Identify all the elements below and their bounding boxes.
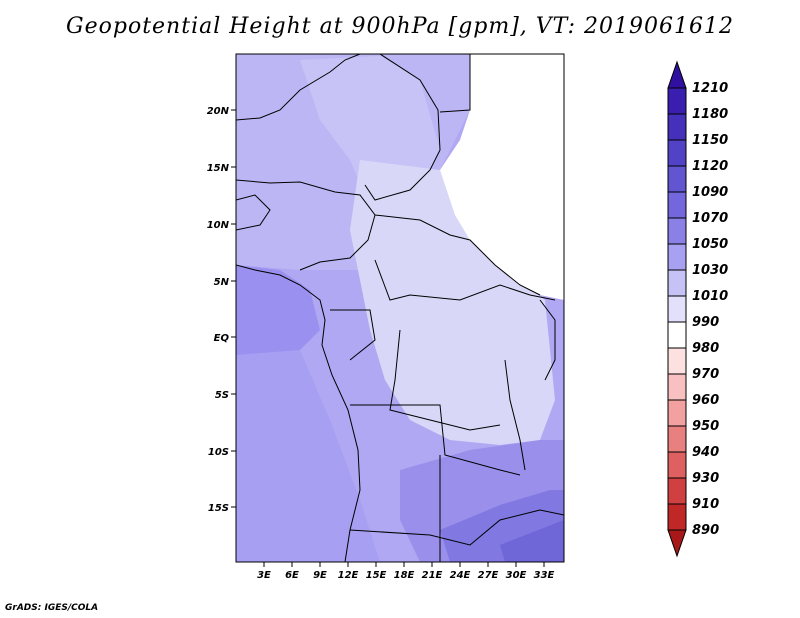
lon-label-33e: 33E — [534, 570, 555, 581]
lon-label-18e: 18E — [394, 570, 415, 581]
colorbar-segment — [667, 217, 687, 245]
lon-axis — [263, 562, 545, 567]
colorbar-segment — [667, 295, 687, 323]
lon-label-30e: 30E — [506, 570, 527, 581]
lat-label-10s: 10S — [208, 447, 229, 458]
height-field — [236, 54, 564, 562]
lon-label-12e: 12E — [338, 570, 359, 581]
coastlines-borders — [236, 54, 564, 562]
colorbar-segment — [667, 113, 687, 141]
colorbar-label: 990 — [692, 315, 719, 330]
colorbar-label: 1070 — [692, 211, 728, 226]
colorbar-label: 1050 — [692, 237, 728, 252]
colorbar-segment — [667, 243, 687, 271]
lon-label-27e: 27E — [478, 570, 499, 581]
colorbar-segment — [667, 399, 687, 427]
colorbar-segment — [667, 451, 687, 479]
colorbar-label: 1010 — [692, 289, 728, 304]
lon-label-24e: 24E — [450, 570, 471, 581]
colorbar-label: 980 — [692, 341, 719, 356]
grads-credit: GrADS: IGES/COLA — [5, 603, 99, 613]
colorbar-segment — [667, 191, 687, 219]
colorbar-label: 970 — [692, 367, 719, 382]
lon-label-9e: 9E — [313, 570, 327, 581]
colorbar-segment — [667, 425, 687, 453]
colorbar-segment — [667, 269, 687, 297]
lon-label-6e: 6E — [285, 570, 299, 581]
colorbar-segment — [667, 373, 687, 401]
colorbar — [667, 60, 687, 558]
colorbar-segment — [667, 165, 687, 193]
lat-axis — [231, 109, 236, 508]
lat-label-15s: 15S — [208, 503, 229, 514]
lon-label-3e: 3E — [257, 570, 271, 581]
colorbar-segment — [667, 139, 687, 167]
lat-label-5n: 5N — [214, 277, 230, 288]
colorbar-segment — [667, 87, 687, 115]
map-title: Geopotential Height at 900hPa [gpm], VT:… — [66, 14, 734, 39]
lat-label-10n: 10N — [207, 220, 230, 231]
colorbar-label: 960 — [692, 393, 719, 408]
lat-label-15n: 15N — [207, 163, 230, 174]
colorbar-segment — [667, 60, 687, 89]
colorbar-segment — [667, 529, 687, 558]
lat-label-eq: EQ — [214, 333, 230, 344]
lat-label-20n: 20N — [207, 106, 230, 117]
colorbar-label: 1210 — [692, 81, 728, 96]
map-frame — [235, 53, 565, 563]
colorbar-segment — [667, 477, 687, 505]
colorbar-label: 1180 — [692, 107, 728, 122]
colorbar-label: 890 — [692, 523, 719, 538]
lon-label-15e: 15E — [366, 570, 387, 581]
colorbar-labels: 1210 1180 1150 1120 1090 1070 1050 1030 … — [692, 81, 728, 538]
colorbar-label: 1150 — [692, 133, 728, 148]
colorbar-label: 950 — [692, 419, 719, 434]
colorbar-label: 940 — [692, 445, 719, 460]
lon-label-21e: 21E — [422, 570, 443, 581]
colorbar-label: 1090 — [692, 185, 728, 200]
colorbar-label: 1120 — [692, 159, 728, 174]
lat-label-5s: 5S — [215, 390, 229, 401]
colorbar-segment — [667, 347, 687, 375]
colorbar-segment — [667, 321, 687, 349]
colorbar-label: 1030 — [692, 263, 728, 278]
colorbar-label: 910 — [692, 497, 719, 512]
colorbar-label: 930 — [692, 471, 719, 486]
colorbar-segment — [667, 503, 687, 531]
